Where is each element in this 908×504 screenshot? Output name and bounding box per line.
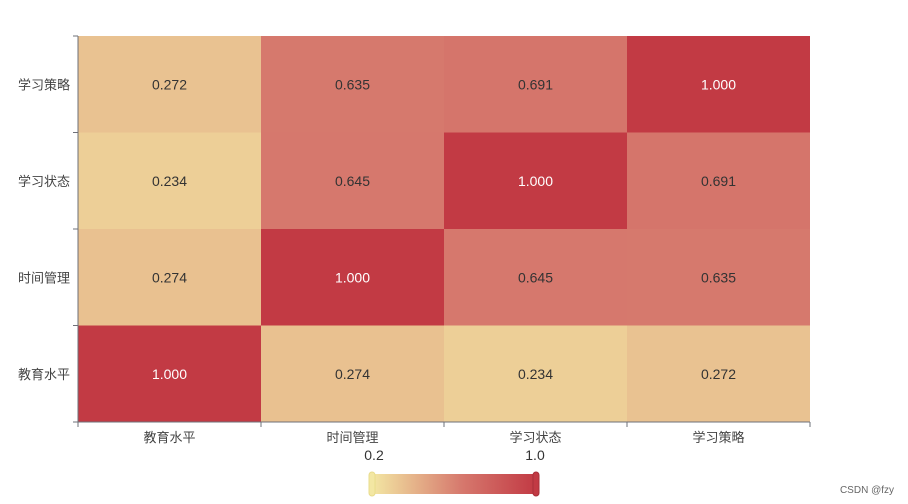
legend-color-bar[interactable] (372, 474, 536, 494)
heatmap-cell[interactable] (261, 132, 444, 230)
heatmap-cell[interactable] (78, 132, 261, 230)
legend-min-handle[interactable] (368, 471, 376, 497)
cell-value-label: 0.635 (701, 269, 736, 285)
x-tick-label: 时间管理 (326, 431, 378, 446)
cell-value-label: 0.272 (701, 366, 736, 382)
legend-max-label: 1.0 (525, 447, 545, 463)
x-tick-label: 学习状态 (509, 430, 561, 446)
y-tick-label: 学习状态 (18, 174, 70, 190)
cell-value-label: 0.645 (518, 269, 553, 285)
y-tick-label: 教育水平 (18, 367, 70, 383)
cell-value-label: 0.274 (335, 366, 370, 382)
heatmap-cell[interactable] (444, 132, 627, 230)
heatmap-cell[interactable] (444, 229, 627, 326)
heatmap-cell[interactable] (627, 325, 810, 423)
cell-value-label: 0.272 (152, 76, 187, 92)
heatmap-cell[interactable] (261, 36, 444, 133)
heatmap-cell[interactable] (78, 36, 261, 133)
heatmap-cells: 1.000 0.274 0.234 0.272 0.274 1.000 0.645 0.635… (78, 36, 810, 422)
x-tick-label: 学习策略 (692, 430, 744, 446)
watermark: CSDN @fzy (839, 485, 894, 496)
cell-value-label: 0.234 (152, 173, 187, 189)
cell-value-label: 0.691 (701, 173, 736, 189)
legend-max-handle[interactable] (532, 471, 540, 497)
x-tick-label: 教育水平 (143, 430, 195, 446)
heatmap-cell[interactable] (78, 325, 261, 423)
cell-value-label: 0.274 (152, 269, 187, 285)
cell-value-label: 0.635 (335, 76, 370, 92)
heatmap-cell[interactable] (261, 325, 444, 423)
y-tick-label: 学习策略 (18, 77, 70, 93)
heatmap-cell[interactable] (444, 36, 627, 133)
cell-value-label: 1.000 (701, 76, 736, 92)
heatmap-cell[interactable] (261, 229, 444, 326)
heatmap-cell[interactable] (78, 229, 261, 326)
legend-min-label: 0.2 (364, 447, 384, 463)
cell-value-label: 1.000 (335, 269, 370, 285)
visual-map-legend[interactable]: 1.0 0.2 (364, 447, 545, 497)
heatmap-cell[interactable] (444, 325, 627, 423)
cell-value-label: 0.691 (518, 76, 553, 92)
y-tick-label: 时间管理 (18, 271, 70, 286)
cell-value-label: 1.000 (518, 173, 553, 189)
heatmap-cell[interactable] (627, 132, 810, 230)
heatmap-cell[interactable] (627, 36, 810, 133)
heatmap-cell[interactable] (627, 229, 810, 326)
cell-value-label: 0.645 (335, 173, 370, 189)
cell-value-label: 0.234 (518, 366, 553, 382)
cell-value-label: 1.000 (152, 366, 187, 382)
